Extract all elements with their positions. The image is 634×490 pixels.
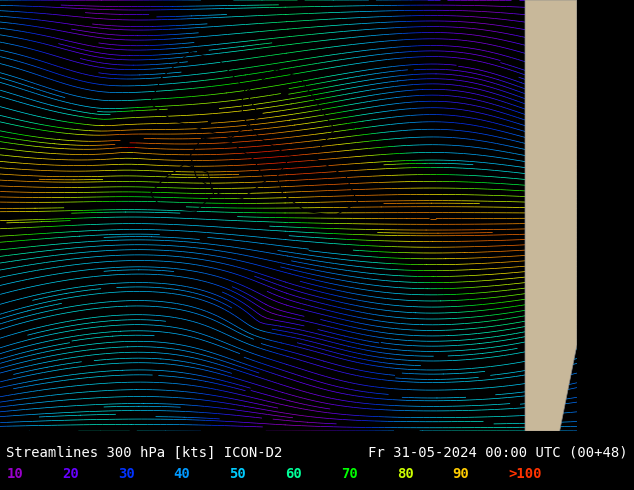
Text: 40: 40 bbox=[174, 467, 190, 481]
Text: Fr 31-05-2024 00:00 UTC (00+48): Fr 31-05-2024 00:00 UTC (00+48) bbox=[368, 446, 628, 460]
Text: >100: >100 bbox=[508, 467, 542, 481]
Text: 60: 60 bbox=[285, 467, 302, 481]
Text: 10: 10 bbox=[6, 467, 23, 481]
Text: 20: 20 bbox=[62, 467, 79, 481]
Text: 70: 70 bbox=[341, 467, 358, 481]
Text: 30: 30 bbox=[118, 467, 134, 481]
Polygon shape bbox=[525, 0, 577, 431]
Text: 50: 50 bbox=[230, 467, 246, 481]
Text: 80: 80 bbox=[397, 467, 413, 481]
Text: 90: 90 bbox=[453, 467, 469, 481]
Text: Streamlines 300 hPa [kts] ICON-D2: Streamlines 300 hPa [kts] ICON-D2 bbox=[6, 446, 283, 460]
